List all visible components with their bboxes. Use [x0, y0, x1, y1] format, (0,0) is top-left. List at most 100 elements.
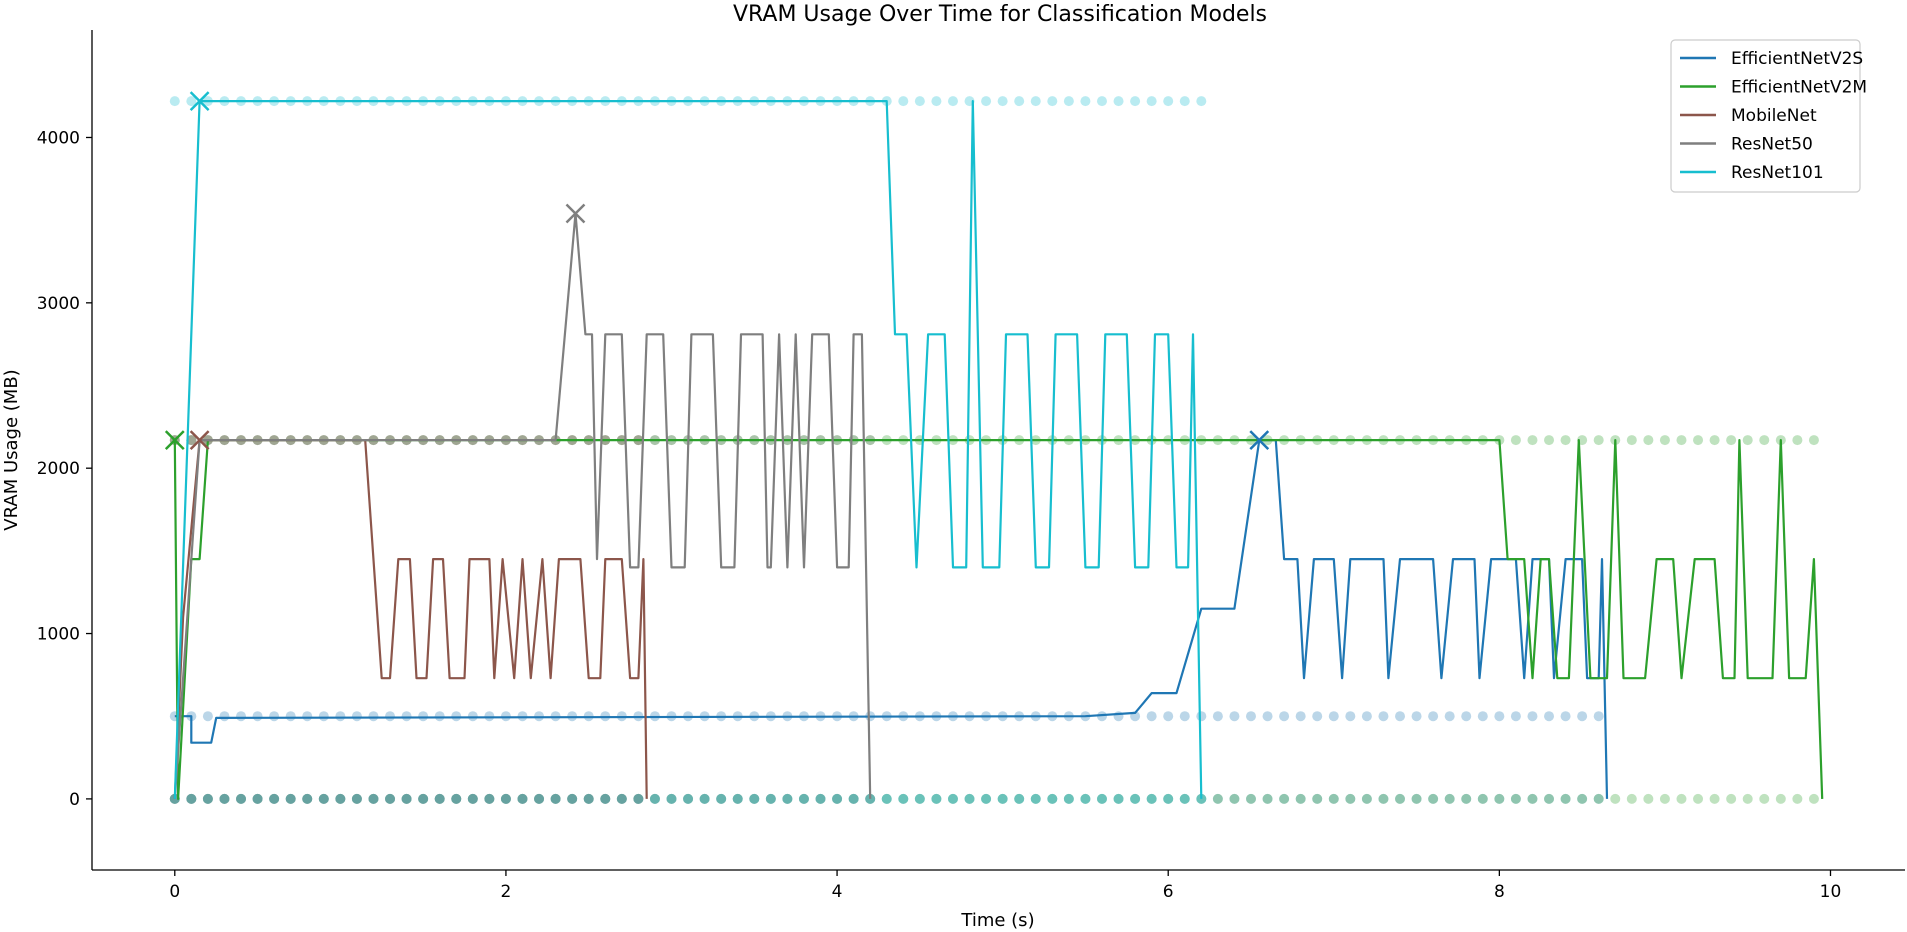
scatter-point — [616, 793, 627, 804]
scatter-point — [1163, 711, 1174, 722]
scatter-point — [567, 793, 578, 804]
scatter-point — [898, 793, 909, 804]
scatter-point — [765, 793, 776, 804]
scatter-point — [517, 793, 528, 804]
scatter-point — [534, 793, 545, 804]
scatter-group-0 — [169, 711, 1604, 804]
scatter-point — [1146, 793, 1157, 804]
scatter-point — [964, 793, 975, 804]
series-line-EfficientNetV2S — [174, 439, 1609, 799]
scatter-point — [385, 793, 396, 804]
scatter-point — [484, 793, 495, 804]
scatter-point — [1212, 711, 1223, 722]
scatter-point — [401, 711, 412, 722]
scatter-point — [1808, 793, 1819, 804]
scatter-point — [169, 96, 180, 107]
scatter-point — [1792, 435, 1803, 446]
scatter-point — [633, 793, 644, 804]
scatter-point — [335, 793, 346, 804]
scatter-point — [186, 793, 197, 804]
scatter-point — [335, 793, 346, 804]
scatter-point — [186, 793, 197, 804]
scatter-point — [981, 793, 992, 804]
scatter-point — [335, 711, 346, 722]
scatter-point — [699, 793, 710, 804]
scatter-point — [186, 793, 197, 804]
scatter-point — [1163, 96, 1174, 107]
scatter-point — [368, 793, 379, 804]
scatter-point — [1510, 435, 1521, 446]
scatter-point — [583, 793, 594, 804]
scatter-point — [931, 96, 942, 107]
scatter-point — [351, 793, 362, 804]
scatter-point — [1345, 711, 1356, 722]
scatter-point — [219, 711, 230, 722]
legend-label-MobileNet: MobileNet — [1731, 106, 1817, 126]
scatter-point — [1593, 793, 1604, 804]
chart-title: VRAM Usage Over Time for Classification … — [733, 2, 1267, 27]
scatter-point — [219, 793, 230, 804]
x-axis-ticks: 0 2 4 6 8 10 — [169, 870, 1841, 902]
scatter-point — [1593, 711, 1604, 722]
scatter-point — [633, 793, 644, 804]
scatter-point — [1262, 793, 1273, 804]
scatter-point — [1080, 96, 1091, 107]
scatter-point — [964, 793, 975, 804]
scatter-point — [202, 711, 213, 722]
axes — [91, 30, 1905, 871]
scatter-point — [931, 793, 942, 804]
scatter-point — [1477, 793, 1488, 804]
scatter-point — [782, 793, 793, 804]
scatter-point — [616, 793, 627, 804]
scatter-point — [732, 793, 743, 804]
scatter-point — [1626, 793, 1637, 804]
scatter-point — [219, 793, 230, 804]
scatter-point — [1146, 793, 1157, 804]
scatter-point — [881, 793, 892, 804]
peak-marker-MobileNet — [189, 430, 210, 450]
scatter-point — [567, 793, 578, 804]
scatter-point — [1030, 793, 1041, 804]
scatter-point — [649, 793, 660, 804]
scatter-point — [335, 793, 346, 804]
scatter-point — [1014, 793, 1025, 804]
scatter-point — [1428, 711, 1439, 722]
scatter-point — [649, 793, 660, 804]
scatter-point — [1163, 793, 1174, 804]
series-line-EfficientNetV2M — [173, 439, 1824, 800]
scatter-point — [252, 711, 263, 722]
legend-label-ResNet101: ResNet101 — [1731, 163, 1824, 183]
scatter-point — [302, 793, 313, 804]
scatter-point — [550, 793, 561, 804]
scatter-point — [1395, 793, 1406, 804]
scatter-point — [285, 793, 296, 804]
scatter-point — [335, 793, 346, 804]
scatter-point — [765, 793, 776, 804]
scatter-point — [964, 793, 975, 804]
scatter-point — [1676, 793, 1687, 804]
scatter-point — [567, 793, 578, 804]
scatter-point — [666, 793, 677, 804]
scatter-point — [1229, 793, 1240, 804]
scatter-point — [683, 793, 694, 804]
scatter-point — [1693, 793, 1704, 804]
scatter-point — [1295, 793, 1306, 804]
scatter-point — [1709, 793, 1720, 804]
scatter-point — [1163, 793, 1174, 804]
scatter-point — [1544, 793, 1555, 804]
scatter-point — [285, 793, 296, 804]
scatter-point — [467, 793, 478, 804]
scatter-point — [418, 711, 429, 722]
scatter-point — [451, 711, 462, 722]
scatter-point — [236, 793, 247, 804]
scatter-point — [434, 793, 445, 804]
scatter-point — [583, 793, 594, 804]
scatter-point — [1510, 793, 1521, 804]
scatter-point — [252, 793, 263, 804]
scatter-point — [1212, 793, 1223, 804]
scatter-point — [186, 96, 197, 107]
scatter-point — [567, 793, 578, 804]
scatter-point — [202, 793, 213, 804]
scatter-point — [368, 793, 379, 804]
scatter-point — [1742, 793, 1753, 804]
